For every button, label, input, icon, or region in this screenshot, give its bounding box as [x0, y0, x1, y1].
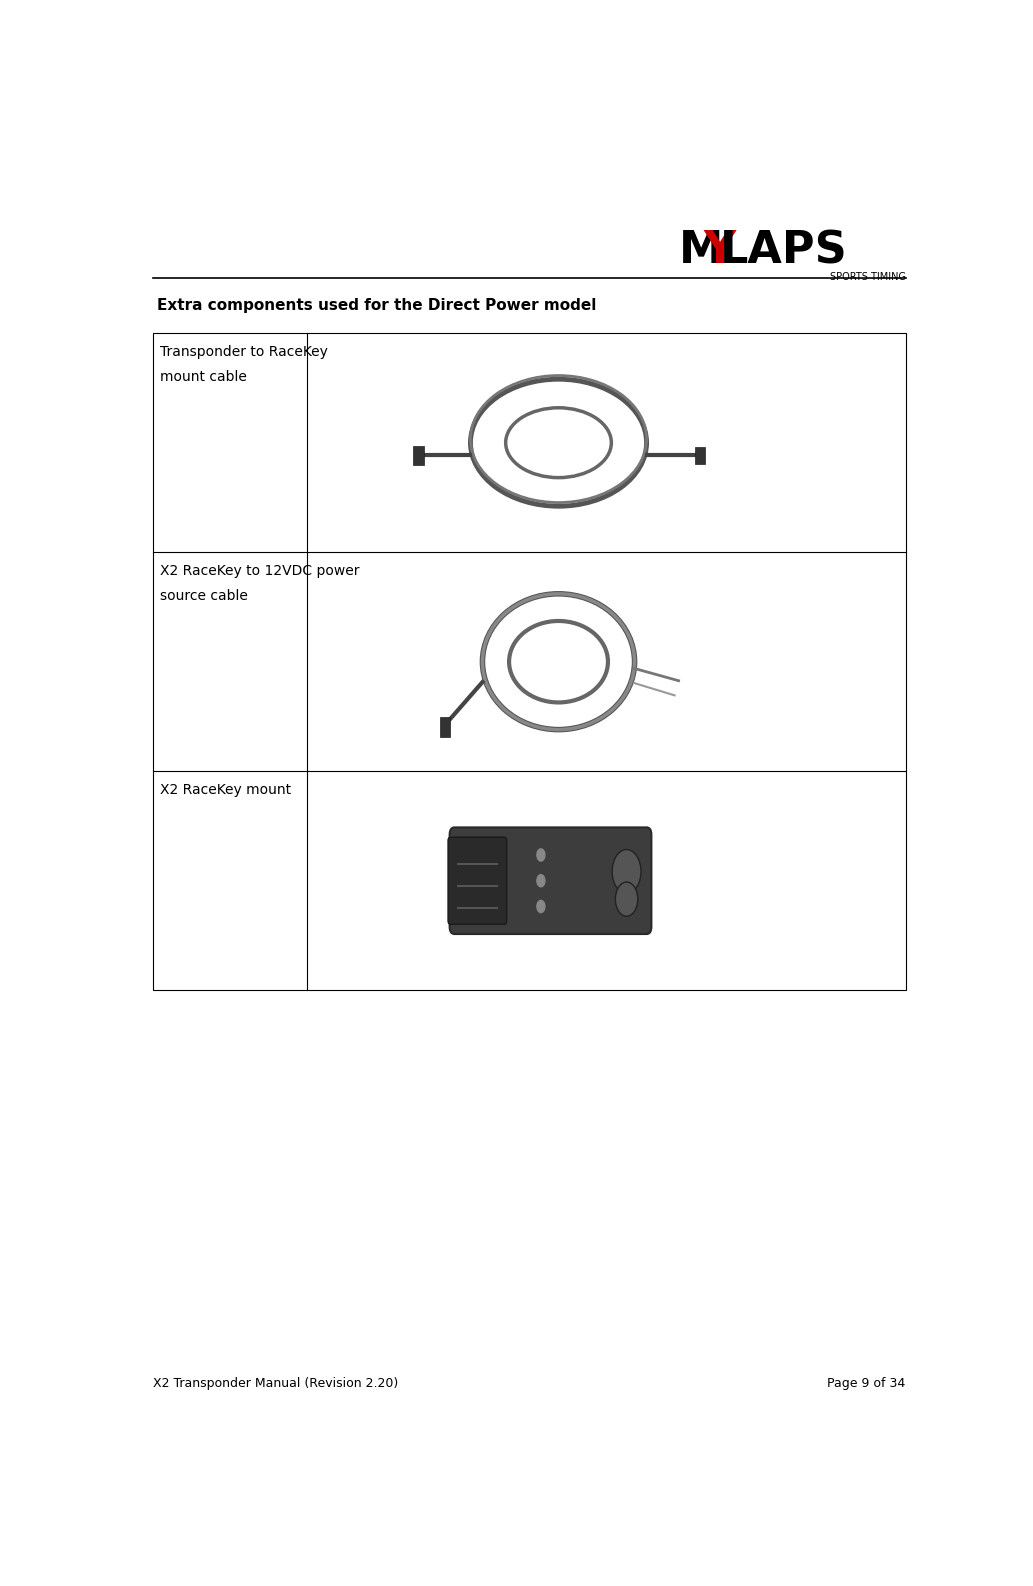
Circle shape [537, 849, 544, 861]
Text: source cable: source cable [159, 588, 248, 603]
Bar [440, 717, 450, 737]
Circle shape [616, 882, 637, 917]
Text: mount cable: mount cable [159, 370, 247, 384]
Circle shape [613, 850, 640, 893]
Text: Extra components used for the Direct Power model: Extra components used for the Direct Pow… [157, 298, 596, 312]
Text: M: M [679, 230, 723, 273]
Bar [413, 446, 424, 465]
Text: Page 9 of 34: Page 9 of 34 [827, 1377, 906, 1389]
Text: Transponder to RaceKey: Transponder to RaceKey [159, 346, 327, 360]
Text: SPORTS TIMING: SPORTS TIMING [829, 273, 906, 282]
Bar [694, 447, 705, 465]
Text: X2 RaceKey mount: X2 RaceKey mount [159, 783, 290, 798]
Circle shape [537, 901, 544, 912]
Text: LAPS: LAPS [720, 230, 848, 273]
FancyBboxPatch shape [449, 828, 652, 934]
FancyBboxPatch shape [448, 837, 506, 925]
Circle shape [537, 874, 544, 887]
Text: X2 RaceKey to 12VDC power: X2 RaceKey to 12VDC power [159, 565, 359, 579]
Text: X2 Transponder Manual (Revision 2.20): X2 Transponder Manual (Revision 2.20) [153, 1377, 399, 1389]
Bar [153, 333, 906, 990]
Text: Y: Y [703, 230, 737, 273]
